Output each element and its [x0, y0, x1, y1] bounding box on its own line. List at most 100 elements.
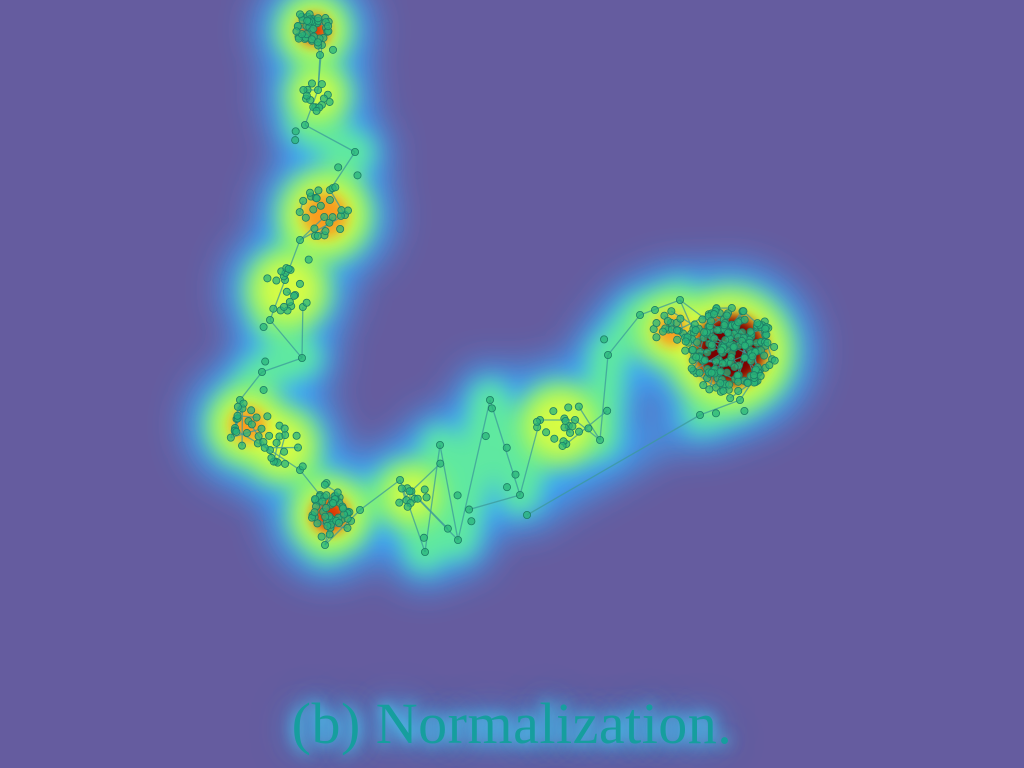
graph-node — [713, 326, 722, 335]
graph-node — [267, 453, 276, 462]
graph-node — [284, 264, 293, 273]
graph-node — [604, 350, 613, 359]
graph-node — [676, 295, 685, 304]
graph-node — [550, 434, 559, 443]
graph-node — [703, 348, 712, 357]
graph-node — [584, 424, 593, 433]
graph-node — [300, 121, 309, 130]
graph-node — [523, 510, 532, 519]
graph-node — [312, 194, 321, 203]
graph-node — [265, 431, 274, 440]
graph-node — [343, 524, 352, 533]
graph-node — [688, 345, 697, 354]
graph-node — [279, 302, 288, 311]
graph-node — [295, 235, 304, 244]
graph-edge — [261, 357, 303, 373]
graph-node — [233, 402, 242, 411]
graph-node — [739, 307, 748, 316]
graph-node — [334, 163, 343, 172]
graph-node — [309, 205, 318, 214]
graph-node — [730, 363, 739, 372]
graph-node — [309, 24, 318, 33]
graph-node — [323, 521, 332, 530]
graph-node — [564, 403, 573, 412]
graph-node — [275, 432, 284, 441]
graph-node — [263, 412, 272, 421]
graph-edge — [607, 314, 641, 356]
graph-node — [226, 433, 235, 442]
graph-node — [465, 505, 474, 514]
graph-node — [707, 368, 716, 377]
graph-node — [719, 386, 728, 395]
graph-node — [320, 480, 329, 489]
graph-node — [542, 428, 551, 437]
graph-node — [652, 333, 661, 342]
graph-node — [298, 462, 307, 471]
graph-edge — [359, 479, 401, 511]
graph-node — [312, 106, 321, 115]
graph-node — [334, 518, 343, 527]
graph-node — [453, 491, 462, 500]
graph-node — [322, 503, 331, 512]
graph-node — [282, 287, 291, 296]
graph-node — [650, 306, 659, 315]
graph-node — [317, 80, 326, 89]
graph-node — [763, 338, 772, 347]
graph-node — [350, 147, 359, 156]
graph-node — [761, 324, 770, 333]
graph-node — [727, 353, 736, 362]
graph-edge — [599, 354, 609, 441]
graph-node — [420, 548, 429, 557]
graph-node — [729, 342, 738, 351]
graph-node — [711, 409, 720, 418]
graph-node — [325, 195, 334, 204]
graph-node — [705, 385, 714, 394]
graph-node — [436, 459, 445, 468]
graph-node — [716, 367, 725, 376]
graph-node — [717, 346, 726, 355]
graph-node — [746, 327, 755, 336]
graph-node — [734, 386, 743, 395]
graph-node — [297, 353, 306, 362]
graph-node — [325, 530, 334, 539]
graph-edge — [526, 414, 701, 516]
graph-node — [303, 16, 312, 25]
graph-node — [467, 517, 476, 526]
graph-node — [549, 407, 558, 416]
graph-node — [310, 508, 319, 517]
graph-node — [317, 532, 326, 541]
graph-node — [760, 351, 769, 360]
graph-node — [313, 519, 322, 528]
graph-node — [233, 411, 242, 420]
graph-node — [673, 326, 682, 335]
graph-node — [293, 443, 302, 452]
graph-node — [574, 402, 583, 411]
graph-node — [395, 475, 404, 484]
graph-node — [232, 427, 241, 436]
graph-node — [485, 395, 494, 404]
graph-node — [692, 353, 701, 362]
graph-node — [734, 377, 743, 386]
graph-node — [320, 212, 329, 221]
graph-node — [295, 208, 304, 217]
graph-node — [395, 498, 404, 507]
graph-node — [727, 304, 736, 313]
graph-node — [280, 424, 289, 433]
figure-caption: (b) Normalization. — [291, 691, 733, 756]
graph-node — [259, 322, 268, 331]
graph-node — [242, 429, 251, 438]
graph-node — [487, 404, 496, 413]
graph-node — [435, 440, 444, 449]
graph-edge — [699, 399, 741, 416]
graph-node — [299, 85, 308, 94]
graph-node — [681, 346, 690, 355]
graph-node — [338, 504, 347, 513]
graph-node — [699, 381, 708, 390]
graph-node — [344, 206, 353, 215]
graph-node — [292, 27, 301, 36]
graph-node — [269, 304, 278, 313]
graph-node — [753, 319, 762, 328]
graph-node — [314, 186, 323, 195]
graph-node — [561, 416, 570, 425]
graph-node — [575, 427, 584, 436]
